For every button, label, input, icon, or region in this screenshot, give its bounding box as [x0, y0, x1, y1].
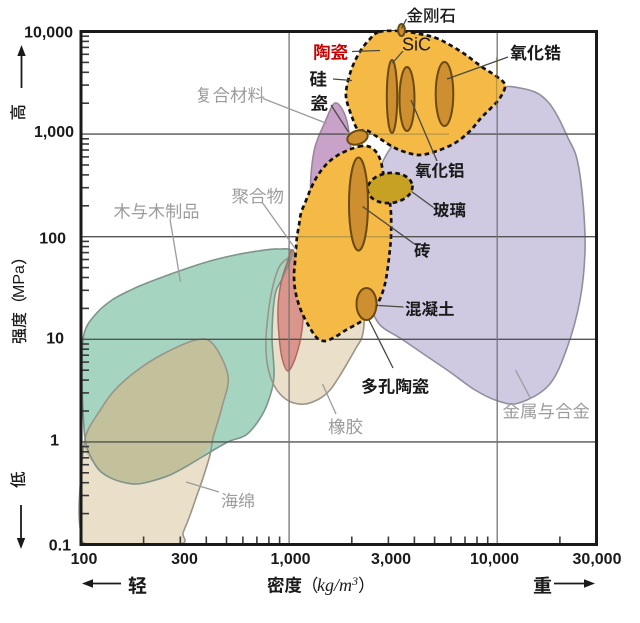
- svg-text:3,000: 3,000: [371, 551, 411, 568]
- svg-text:MPa: MPa: [11, 265, 28, 298]
- svg-text:10,000: 10,000: [24, 25, 73, 42]
- svg-text:100: 100: [39, 231, 66, 248]
- svg-text:300: 300: [171, 551, 198, 568]
- svg-text:SiC: SiC: [402, 35, 431, 55]
- svg-text:1,000: 1,000: [270, 551, 310, 568]
- svg-text:1: 1: [50, 433, 59, 450]
- svg-text:30,000: 30,000: [573, 551, 622, 568]
- svg-text:10,000: 10,000: [470, 551, 519, 568]
- svg-text:1,000: 1,000: [34, 124, 74, 141]
- svg-text:0.1: 0.1: [49, 538, 71, 555]
- svg-text:100: 100: [71, 551, 98, 568]
- svg-text:kg/m3: kg/m3: [317, 574, 358, 595]
- svg-text:10: 10: [46, 331, 64, 348]
